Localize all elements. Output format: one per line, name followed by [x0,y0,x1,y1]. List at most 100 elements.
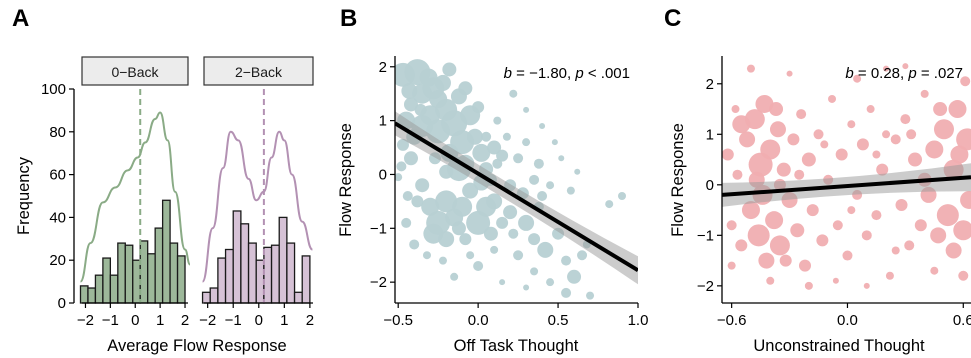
data-point [574,168,581,175]
x-tick-label: 0 [131,312,139,329]
histogram-bar [263,246,273,304]
histogram-bar [147,253,156,304]
data-point [561,287,572,298]
data-point [755,94,774,113]
data-point [396,138,409,151]
data-point [765,211,784,230]
y-tick-label: 60 [49,167,66,184]
y-tick-label: 1 [706,126,714,143]
data-point [403,151,418,166]
histogram-bar [132,259,141,304]
histogram-bar [79,285,89,304]
regression-annotation: b = −1.80, p < .001 [504,65,630,82]
x-tick-label: −2 [77,312,94,329]
y-tick-label: 100 [41,81,66,98]
data-point [945,242,962,259]
data-point [813,129,824,140]
data-point [861,230,872,241]
histogram-bar [176,255,186,304]
data-point [925,140,944,159]
data-point [537,191,548,201]
histogram-bar [301,255,311,304]
data-point [546,181,555,190]
data-point [933,119,954,140]
histogram-bar [117,242,126,304]
data-point [533,158,544,169]
histogram-bar [255,259,265,304]
data-point [618,192,627,200]
data-point [415,178,430,193]
data-point [483,226,498,241]
data-point [739,131,756,148]
data-point [930,266,939,275]
data-point [513,250,524,261]
panel-a-y-axis-title: Frequency [15,156,33,235]
data-point [871,210,882,221]
data-point [529,174,540,185]
data-point [486,193,503,210]
facet-strip [203,56,314,86]
data-point [832,277,839,284]
data-point [731,105,740,114]
x-tick-label: −2 [199,312,216,329]
data-point [758,252,775,269]
data-point [567,269,582,284]
data-point [442,62,457,77]
data-point [419,68,438,87]
panel-letter: C [664,5,681,32]
data-point [586,291,595,300]
plot-area [395,59,638,300]
plot-area [722,63,971,290]
data-point [499,279,506,286]
x-tick-label: −0.5 [383,312,413,329]
data-point [847,120,856,129]
data-point [908,152,923,167]
data-point [451,221,466,236]
x-tick-label: −0.6 [717,312,747,329]
data-point [906,129,917,140]
data-point [411,195,424,208]
data-point [466,210,491,235]
data-point [914,219,927,232]
data-point [438,231,455,248]
data-point [856,138,869,151]
data-point [438,256,447,265]
data-point [872,150,881,159]
histogram-bar [217,257,227,304]
data-point [769,102,784,117]
regression-line [722,175,971,197]
y-tick-label: 2 [379,59,387,76]
data-point [502,132,511,141]
data-point [472,101,485,114]
data-point [828,94,837,103]
data-point [953,220,971,241]
histogram-bar [87,287,97,304]
data-point [401,217,412,228]
data-point [530,267,539,276]
data-point [561,255,572,266]
data-point [794,169,805,180]
data-point [492,158,503,169]
data-point [735,239,748,252]
data-point [508,228,519,239]
data-point [956,128,971,151]
data-point [435,190,458,213]
data-point [747,224,770,247]
data-point [409,239,420,250]
data-point [722,148,734,161]
x-tick-label: 1 [156,312,164,329]
histogram-bar [154,227,164,304]
data-point [403,97,418,112]
data-point [746,64,755,73]
data-point [960,76,971,87]
data-point [900,114,911,125]
data-point [820,140,829,149]
data-point [732,169,743,180]
data-point [402,191,413,201]
data-point [539,123,546,129]
histogram-bar [293,291,303,304]
panel-b-x-axis-title: Off Task Thought [454,337,579,355]
histogram-bar [278,216,288,304]
